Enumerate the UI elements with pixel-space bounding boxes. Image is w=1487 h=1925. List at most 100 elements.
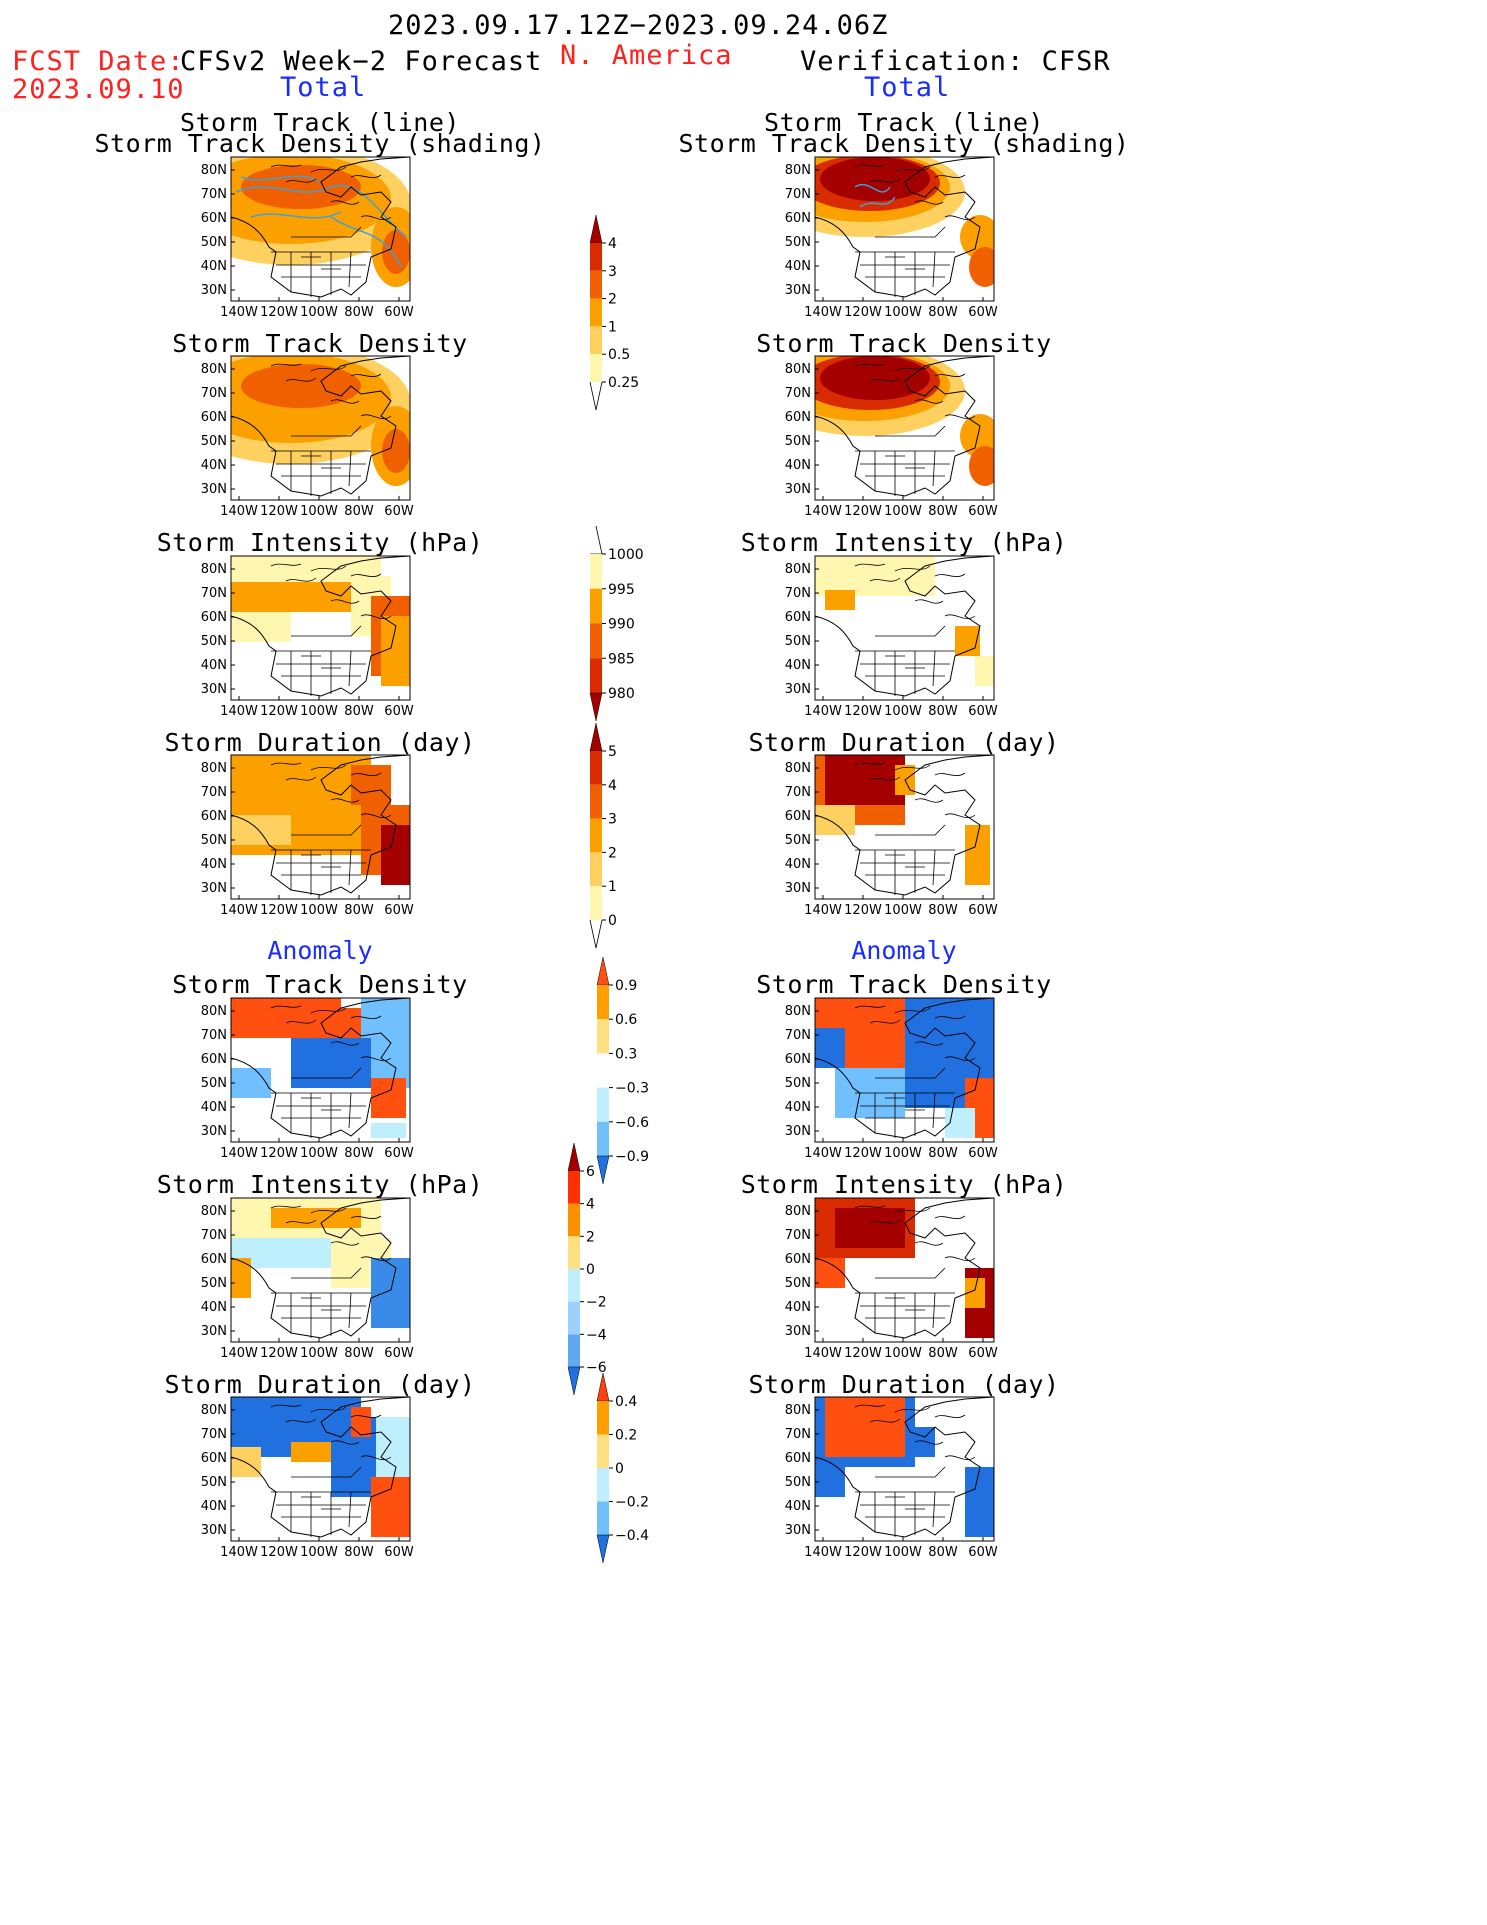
lat-tick-label: 40N — [201, 1100, 227, 1115]
lat-tick-label: 70N — [201, 187, 227, 202]
colorbar-swatch — [590, 818, 602, 853]
colorbar-label: 990 — [608, 617, 635, 633]
colorbar-arrow — [589, 722, 603, 752]
lat-tick-label: 80N — [201, 362, 227, 377]
lon-tick-label: 120W — [844, 704, 882, 719]
coastline — [231, 157, 410, 298]
lon-tick-label: 140W — [220, 1346, 258, 1361]
lon-tick-label: 60W — [384, 1146, 414, 1161]
storm-track-line — [330, 216, 402, 268]
map-frame — [230, 1396, 411, 1542]
lat-tick-label: 70N — [785, 1427, 811, 1442]
map-panel-il: 80N 70N 60N 50N 40N 30N 140W 120W 100W 80W 60W — [201, 555, 414, 719]
lat-tick-label: 70N — [785, 1028, 811, 1043]
coastline — [231, 998, 410, 1139]
colorbar-label: 3 — [608, 264, 617, 280]
lon-tick-label: 140W — [804, 903, 842, 918]
lat-tick-label: 30N — [201, 1124, 227, 1139]
lat-tick-label: 40N — [785, 857, 811, 872]
lon-tick-label: 80W — [344, 504, 374, 519]
title-duration-anom-left: Storm Duration (day) — [164, 1370, 476, 1399]
lon-tick-label: 80W — [344, 1146, 374, 1161]
lon-tick-label: 60W — [968, 704, 998, 719]
title-intensity-anom-left: Storm Intensity (hPa) — [156, 1170, 484, 1199]
colorbar-swatch — [568, 1171, 580, 1204]
map-panel-tl: 80N 70N 60N 50N 40N 30N 140W 120W 100W 80W 60W — [201, 156, 414, 320]
shading-cells — [231, 612, 291, 642]
shading-cells — [231, 1068, 271, 1098]
lat-tick-label: 70N — [201, 1028, 227, 1043]
map-panel-tr: 80N 70N 60N 50N 40N 30N 140W 120W 100W 80W 60W — [785, 156, 998, 320]
colorbar-label: 4 — [608, 778, 617, 794]
shading-cells — [835, 1208, 905, 1248]
colorbar-swatch — [597, 1053, 609, 1088]
lon-tick-label: 140W — [804, 1146, 842, 1161]
coastline — [815, 755, 994, 896]
lat-tick-label: 70N — [201, 386, 227, 401]
lon-tick-label: 80W — [344, 903, 374, 918]
shading-cells — [231, 1447, 261, 1477]
colorbar-label: 3 — [608, 812, 617, 828]
title-intensity-anom-right: Storm Intensity (hPa) — [740, 1170, 1068, 1199]
title-track-line-left: Storm Track (line) — [180, 108, 460, 137]
lon-tick-label: 140W — [220, 305, 258, 320]
title-duration-anom-right: Storm Duration (day) — [748, 1370, 1060, 1399]
lat-tick-label: 50N — [785, 634, 811, 649]
map-panel-ar: 80N 70N 60N 50N 40N 30N 140W 120W 100W 80W 60W — [785, 997, 998, 1161]
lat-tick-label: 60N — [785, 809, 811, 824]
shading-cells — [825, 1397, 905, 1457]
lon-tick-label: 60W — [968, 1346, 998, 1361]
colorbar-arrow — [567, 1142, 581, 1172]
title-density-right: Storm Track Density — [756, 329, 1052, 358]
storm-track-line — [240, 175, 322, 183]
coastline — [231, 755, 410, 896]
colorbar-swatch — [597, 1019, 609, 1054]
colorbar-swatch — [590, 554, 602, 589]
map-frame — [230, 1197, 411, 1343]
lat-tick-label: 50N — [785, 235, 811, 250]
title-density-anom-right: Storm Track Density — [756, 970, 1052, 999]
lat-tick-label: 40N — [201, 458, 227, 473]
lon-tick-label: 120W — [260, 1346, 298, 1361]
total-left-label: Total — [280, 72, 367, 103]
shading-cells — [371, 1078, 406, 1118]
coastline — [231, 1198, 410, 1339]
colorbar-swatch — [597, 1401, 609, 1435]
colorbar-label: 2 — [608, 845, 617, 861]
verification-title: Verification: CFSR — [800, 46, 1111, 77]
shading-cells — [815, 1457, 845, 1497]
lat-tick-label: 70N — [201, 1228, 227, 1243]
title-duration-left: Storm Duration (day) — [164, 728, 476, 757]
storm-track-line — [250, 211, 342, 219]
lat-tick-label: 60N — [785, 1052, 811, 1067]
colorbar-arrow — [596, 956, 610, 986]
title-duration-right: Storm Duration (day) — [748, 728, 1060, 757]
shading-cells — [371, 1123, 406, 1138]
lon-tick-label: 120W — [260, 1146, 298, 1161]
storm-track-line — [854, 183, 891, 193]
lat-tick-label: 60N — [785, 610, 811, 625]
lat-tick-label: 60N — [785, 410, 811, 425]
colorbar-label: −6 — [586, 1360, 607, 1376]
fcst-date-value: 2023.09.10 — [12, 74, 185, 105]
shading-cells — [291, 1038, 371, 1088]
lon-tick-label: 80W — [344, 305, 374, 320]
shading-cells — [231, 998, 341, 1038]
colorbar-intensity-anom: 6 4 2 0 −2 −4 −6 — [567, 1142, 607, 1396]
colorbar-swatch — [597, 1501, 609, 1535]
colorbar-label: 5 — [608, 744, 617, 760]
colorbar-label: 0.5 — [608, 347, 630, 363]
lat-tick-label: 40N — [785, 458, 811, 473]
lon-tick-label: 100W — [300, 1346, 338, 1361]
lat-tick-label: 50N — [785, 1475, 811, 1490]
forecast-title: CFSv2 Week−2 Forecast — [180, 46, 543, 77]
map-frame — [814, 355, 995, 501]
shading-blob — [969, 247, 994, 287]
region-title: N. America — [560, 40, 733, 71]
shading-cells — [815, 1258, 845, 1288]
lon-tick-label: 120W — [260, 903, 298, 918]
lat-tick-label: 50N — [201, 434, 227, 449]
colorbar-swatch — [590, 886, 602, 920]
lon-tick-label: 80W — [928, 1545, 958, 1560]
coastline — [815, 157, 994, 298]
